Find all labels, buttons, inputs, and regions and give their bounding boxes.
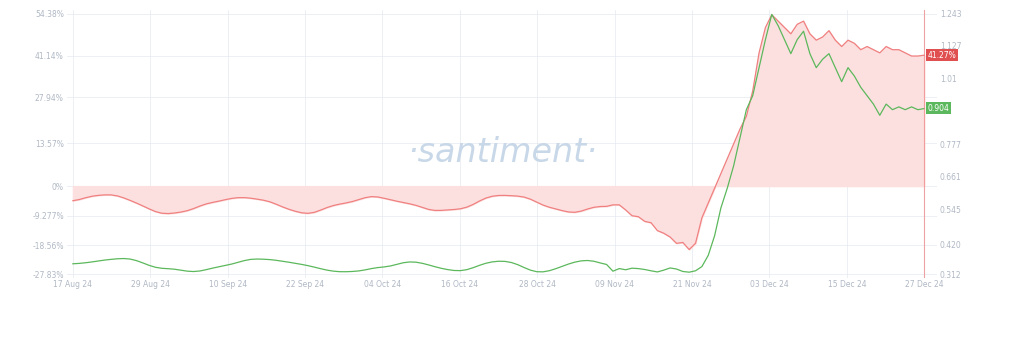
Text: ·santiment·: ·santiment· (407, 136, 597, 169)
Text: 41.27%: 41.27% (928, 51, 956, 60)
Text: 0.904: 0.904 (928, 104, 949, 113)
